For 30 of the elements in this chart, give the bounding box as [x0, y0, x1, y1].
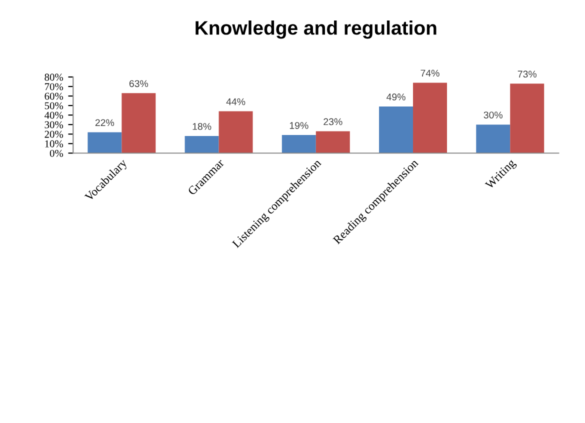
data-label: 63% — [129, 80, 148, 88]
y-tick-label: 40% — [44, 112, 64, 119]
bar — [184, 136, 219, 154]
y-tick-label: 60% — [44, 92, 64, 100]
data-label: 44% — [226, 98, 246, 106]
bar — [510, 84, 544, 154]
data-label: 74% — [420, 70, 440, 77]
bar — [88, 132, 122, 154]
bar — [122, 93, 156, 154]
data-label: 73% — [518, 70, 536, 78]
y-tick-label: 70% — [44, 83, 64, 90]
bar — [413, 82, 447, 154]
data-label: 49% — [386, 94, 406, 100]
data-label: 23% — [324, 118, 342, 126]
bar — [316, 131, 350, 154]
data-label: 22% — [95, 119, 114, 126]
y-tick-label: 80% — [44, 74, 64, 81]
y-tick-label: 20% — [44, 130, 64, 138]
bar — [476, 124, 510, 154]
y-tick-label: 30% — [44, 121, 64, 128]
bar — [379, 106, 414, 154]
bar — [218, 111, 253, 154]
y-tick-label: 0% — [50, 150, 64, 157]
chart-title: Knowledge and regulation — [196, 20, 436, 39]
data-label: 30% — [484, 112, 503, 118]
data-label: 19% — [290, 122, 308, 129]
y-tick-label: 10% — [45, 140, 64, 148]
data-label: 18% — [192, 123, 212, 130]
bar — [282, 135, 316, 154]
y-tick-label: 50% — [44, 102, 64, 110]
